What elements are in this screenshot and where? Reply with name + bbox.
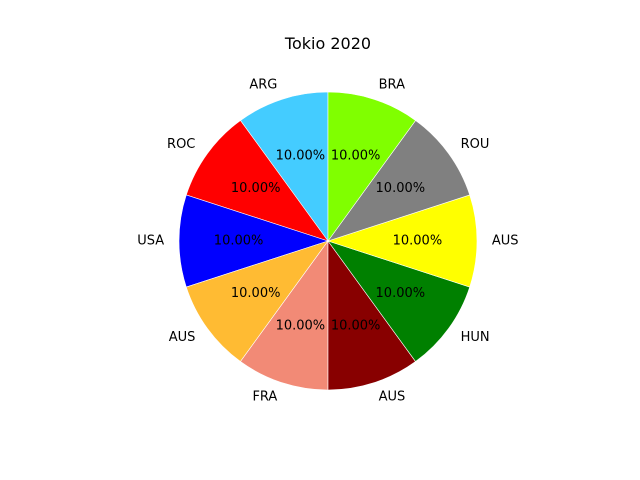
pie-slice-10 — [327, 91, 416, 242]
slice-percent-1: 10.00% — [276, 148, 326, 163]
slice-label-9: ROU — [461, 137, 490, 152]
pie-slice-6 — [327, 240, 416, 391]
pie-slice-3 — [178, 194, 329, 288]
pie-slice-1 — [240, 91, 329, 242]
slice-percent-5: 10.00% — [276, 319, 326, 334]
pie-slice-9 — [327, 120, 471, 242]
pie-slice-5 — [240, 240, 329, 391]
slice-label-2: ROC — [167, 137, 195, 152]
pie-slice-2 — [185, 120, 329, 242]
slice-label-1: ARG — [249, 78, 277, 93]
pie-slice-7 — [327, 240, 471, 362]
slice-label-4: AUS — [169, 330, 196, 345]
slice-label-8: AUS — [492, 234, 519, 249]
slice-percent-9: 10.00% — [376, 181, 426, 196]
slice-percent-3: 10.00% — [214, 234, 264, 249]
pie-slices — [178, 91, 478, 391]
slice-label-3: USA — [137, 234, 164, 249]
slice-label-10: BRA — [379, 78, 405, 93]
slice-percent-6: 10.00% — [331, 319, 381, 334]
slice-label-5: FRA — [252, 389, 277, 404]
slice-label-6: AUS — [379, 389, 406, 404]
pie-slice-4 — [185, 240, 329, 362]
chart-title: Tokio 2020 — [284, 34, 371, 53]
slice-percent-8: 10.00% — [393, 234, 443, 249]
slice-label-7: HUN — [461, 330, 490, 345]
slice-percent-10: 10.00% — [331, 148, 381, 163]
pie-labels: ARG 10.00% ROC 10.00% USA 10.00% AUS 10.00% FRA 1… — [137, 78, 518, 405]
pie-slice-8 — [327, 194, 478, 288]
slice-percent-4: 10.00% — [231, 286, 281, 301]
slice-percent-7: 10.00% — [376, 286, 426, 301]
slice-percent-2: 10.00% — [231, 181, 281, 196]
